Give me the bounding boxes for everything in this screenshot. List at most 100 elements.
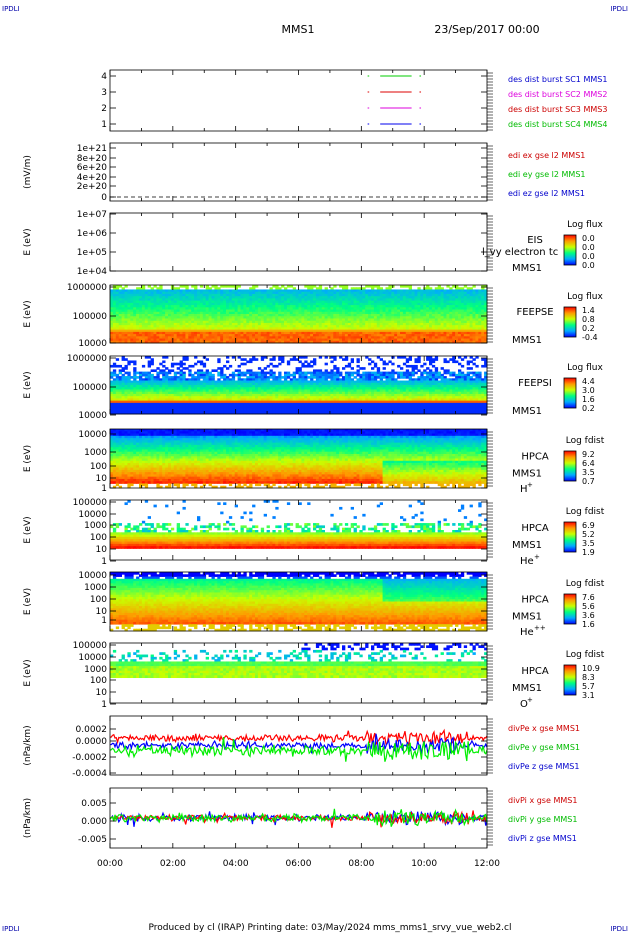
heatmap-cell: [356, 369, 360, 373]
heatmap-cell: [304, 331, 308, 335]
heatmap-cell: [112, 380, 117, 384]
heatmap-cell: [156, 289, 160, 293]
heatmap-cell: [188, 325, 192, 328]
heatmap-cell: [339, 302, 343, 306]
heatmap-cell: [440, 309, 444, 313]
heatmap-cell: [130, 316, 134, 319]
heatmap-cell: [182, 327, 186, 331]
heatmap-cell: [272, 331, 276, 335]
heatmap-cell: [115, 285, 120, 288]
heatmap-cell: [385, 300, 389, 304]
heatmap-cell: [176, 400, 180, 404]
heatmap-cell: [110, 289, 114, 293]
heatmap-cell: [315, 398, 320, 402]
heatmap-cell: [289, 302, 294, 306]
heatmap-cell: [371, 307, 375, 310]
heatmap-cell: [159, 331, 163, 335]
heatmap-cell: [170, 369, 175, 373]
heatmap-cell: [139, 409, 143, 413]
heatmap-cell: [460, 300, 465, 304]
heatmap-cell: [414, 340, 418, 344]
heatmap-cell: [336, 289, 340, 293]
heatmap-cell: [220, 325, 224, 328]
heatmap-cell: [185, 311, 189, 315]
heatmap-cell: [234, 293, 238, 297]
heatmap-cell: [214, 285, 218, 288]
heatmap-cell: [405, 340, 410, 344]
heatmap-cell: [199, 296, 204, 299]
heatmap-cell: [153, 331, 157, 335]
heatmap-cell: [484, 340, 488, 344]
heatmap-cell: [455, 338, 459, 342]
heatmap-cell: [243, 358, 247, 361]
heatmap-cell: [255, 322, 259, 326]
heatmap-cell: [255, 334, 259, 337]
heatmap-cell: [124, 314, 128, 317]
heatmap-cell: [112, 320, 117, 324]
heatmap-cell: [121, 378, 125, 381]
heatmap-cell: [330, 320, 334, 324]
heatmap-cell: [217, 302, 221, 306]
heatmap-cell: [214, 331, 218, 335]
heatmap-cell: [240, 298, 244, 302]
heatmap-cell: [115, 296, 120, 299]
heatmap-cell: [408, 338, 412, 342]
heatmap-cell: [344, 287, 349, 290]
heatmap-cell: [246, 307, 250, 310]
heatmap-cell: [304, 316, 308, 319]
heatmap-cell: [298, 307, 302, 310]
heatmap-cell: [205, 338, 209, 342]
heatmap-cell: [162, 338, 166, 342]
heatmap-cell: [437, 309, 441, 313]
heatmap-cell: [228, 302, 233, 306]
heatmap-cell: [246, 296, 250, 299]
heatmap-cell: [147, 336, 151, 339]
heatmap-cell: [139, 396, 143, 399]
heatmap-cell: [223, 327, 227, 331]
heatmap-cell: [423, 322, 427, 326]
heatmap-cell: [208, 329, 212, 333]
heatmap-cell: [263, 309, 267, 313]
heatmap-cell: [365, 305, 369, 308]
heatmap-cell: [452, 338, 456, 342]
heatmap-cell: [220, 376, 224, 379]
heatmap-cell: [446, 296, 450, 299]
heatmap-cell: [112, 305, 117, 308]
heatmap-cell: [292, 331, 296, 335]
heatmap-cell: [179, 298, 183, 302]
heatmap-cell: [310, 338, 314, 342]
heatmap-cell: [463, 316, 468, 319]
heatmap-cell: [202, 307, 207, 310]
heatmap-cell: [266, 322, 270, 326]
heatmap-cell: [356, 364, 360, 368]
heatmap-cell: [243, 340, 247, 344]
heatmap-cell: [353, 305, 357, 308]
heatmap-cell: [373, 336, 378, 339]
heatmap-cell: [176, 407, 180, 410]
heatmap-cell: [130, 400, 134, 404]
heatmap-cell: [144, 398, 149, 402]
heatmap-cell: [121, 327, 125, 331]
heatmap-cell: [194, 398, 198, 402]
heatmap-cell: [214, 289, 218, 293]
heatmap-cell: [478, 298, 482, 302]
heatmap-cell: [443, 329, 447, 333]
heatmap-cell: [185, 309, 189, 313]
heatmap-cell: [315, 331, 320, 335]
heatmap-cell: [330, 291, 334, 295]
heatmap-cell: [362, 311, 366, 315]
heatmap-cell: [458, 318, 462, 322]
heatmap-cell: [191, 329, 195, 333]
heatmap-cell: [379, 331, 383, 335]
heatmap-cell: [246, 338, 250, 342]
heatmap-cell: [112, 291, 117, 295]
heatmap-cell: [266, 291, 270, 295]
heatmap-cell: [231, 334, 236, 337]
heatmap-cell: [156, 320, 160, 324]
heatmap-cell: [272, 327, 276, 331]
heatmap-cell: [385, 331, 389, 335]
heatmap-cell: [237, 331, 241, 335]
heatmap-cell: [417, 327, 421, 331]
heatmap-cell: [194, 334, 198, 337]
heatmap-cell: [385, 322, 389, 326]
